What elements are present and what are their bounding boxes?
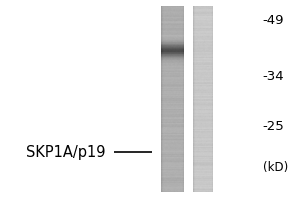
Text: -49: -49 [262, 14, 284, 26]
Text: SKP1A/p19: SKP1A/p19 [26, 144, 106, 160]
Text: -34: -34 [262, 70, 284, 82]
Text: -25: -25 [262, 119, 284, 132]
Text: (kD): (kD) [262, 162, 288, 174]
